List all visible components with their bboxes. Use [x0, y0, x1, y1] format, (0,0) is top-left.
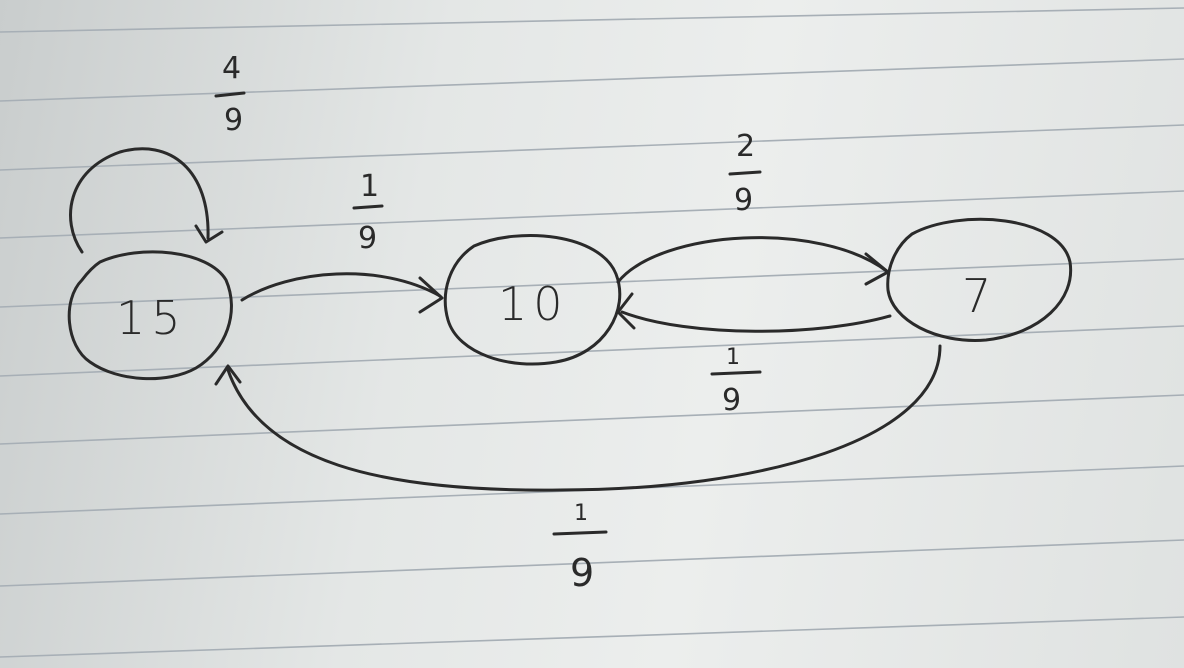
edge-15-15-numerator: 4: [222, 51, 241, 86]
edge-15-15: [69, 147, 224, 254]
edge-10-7-line: [616, 236, 890, 284]
edge-15-15-fraction-bar: [214, 91, 246, 98]
edge-15-10-arrowhead: [418, 276, 444, 314]
node-7-circle: [886, 217, 1073, 342]
edge-7-15-denominator: 9: [570, 551, 594, 595]
edge-15-10-numerator: 1: [360, 169, 379, 204]
edge-7-10-denominator: 9: [722, 383, 741, 418]
edge-15-10-fraction-bar: [352, 204, 384, 210]
edge-7-10-fraction-bar: [710, 370, 762, 376]
edge-10-7-numerator: 2: [736, 129, 755, 164]
edge-15-15-probability: 4 9: [214, 51, 246, 138]
edge-7-15-numerator: 1: [574, 501, 588, 526]
node-10: 10: [443, 233, 622, 366]
edge-10-7: [616, 236, 890, 286]
node-15-label: 15: [116, 291, 187, 345]
edge-7-10-probability: 1 9: [710, 345, 762, 418]
edge-10-7-fraction-bar: [728, 170, 762, 176]
edge-7-15-probability: 1 9: [552, 501, 608, 595]
edge-7-15: [214, 344, 942, 492]
node-7: 7: [886, 217, 1073, 342]
edge-10-7-denominator: 9: [734, 183, 753, 218]
edge-15-10-probability: 1 9: [352, 169, 384, 256]
edge-10-7-arrowhead: [864, 252, 890, 286]
edge-7-10: [616, 292, 892, 333]
edge-7-15-arrowhead: [214, 364, 242, 386]
edge-15-10: [240, 272, 444, 314]
edge-7-10-arrowhead: [616, 292, 636, 330]
edge-10-7-probability: 2 9: [728, 129, 762, 218]
edge-7-15-fraction-bar: [552, 530, 608, 536]
node-7-label: 7: [962, 269, 997, 323]
node-15: 15: [67, 250, 233, 381]
node-15-circle: [67, 250, 233, 381]
edge-7-10-line: [620, 310, 892, 333]
edge-15-10-line: [240, 272, 442, 302]
edge-15-15-line: [69, 147, 210, 254]
edge-15-10-denominator: 9: [358, 221, 377, 256]
edge-7-15-line: [226, 344, 942, 492]
node-10-circle: [443, 233, 622, 366]
edge-7-10-numerator: 1: [726, 345, 740, 370]
edge-15-15-arrowhead: [194, 224, 224, 244]
node-10-label: 10: [498, 277, 569, 331]
edge-15-15-denominator: 9: [224, 103, 243, 138]
